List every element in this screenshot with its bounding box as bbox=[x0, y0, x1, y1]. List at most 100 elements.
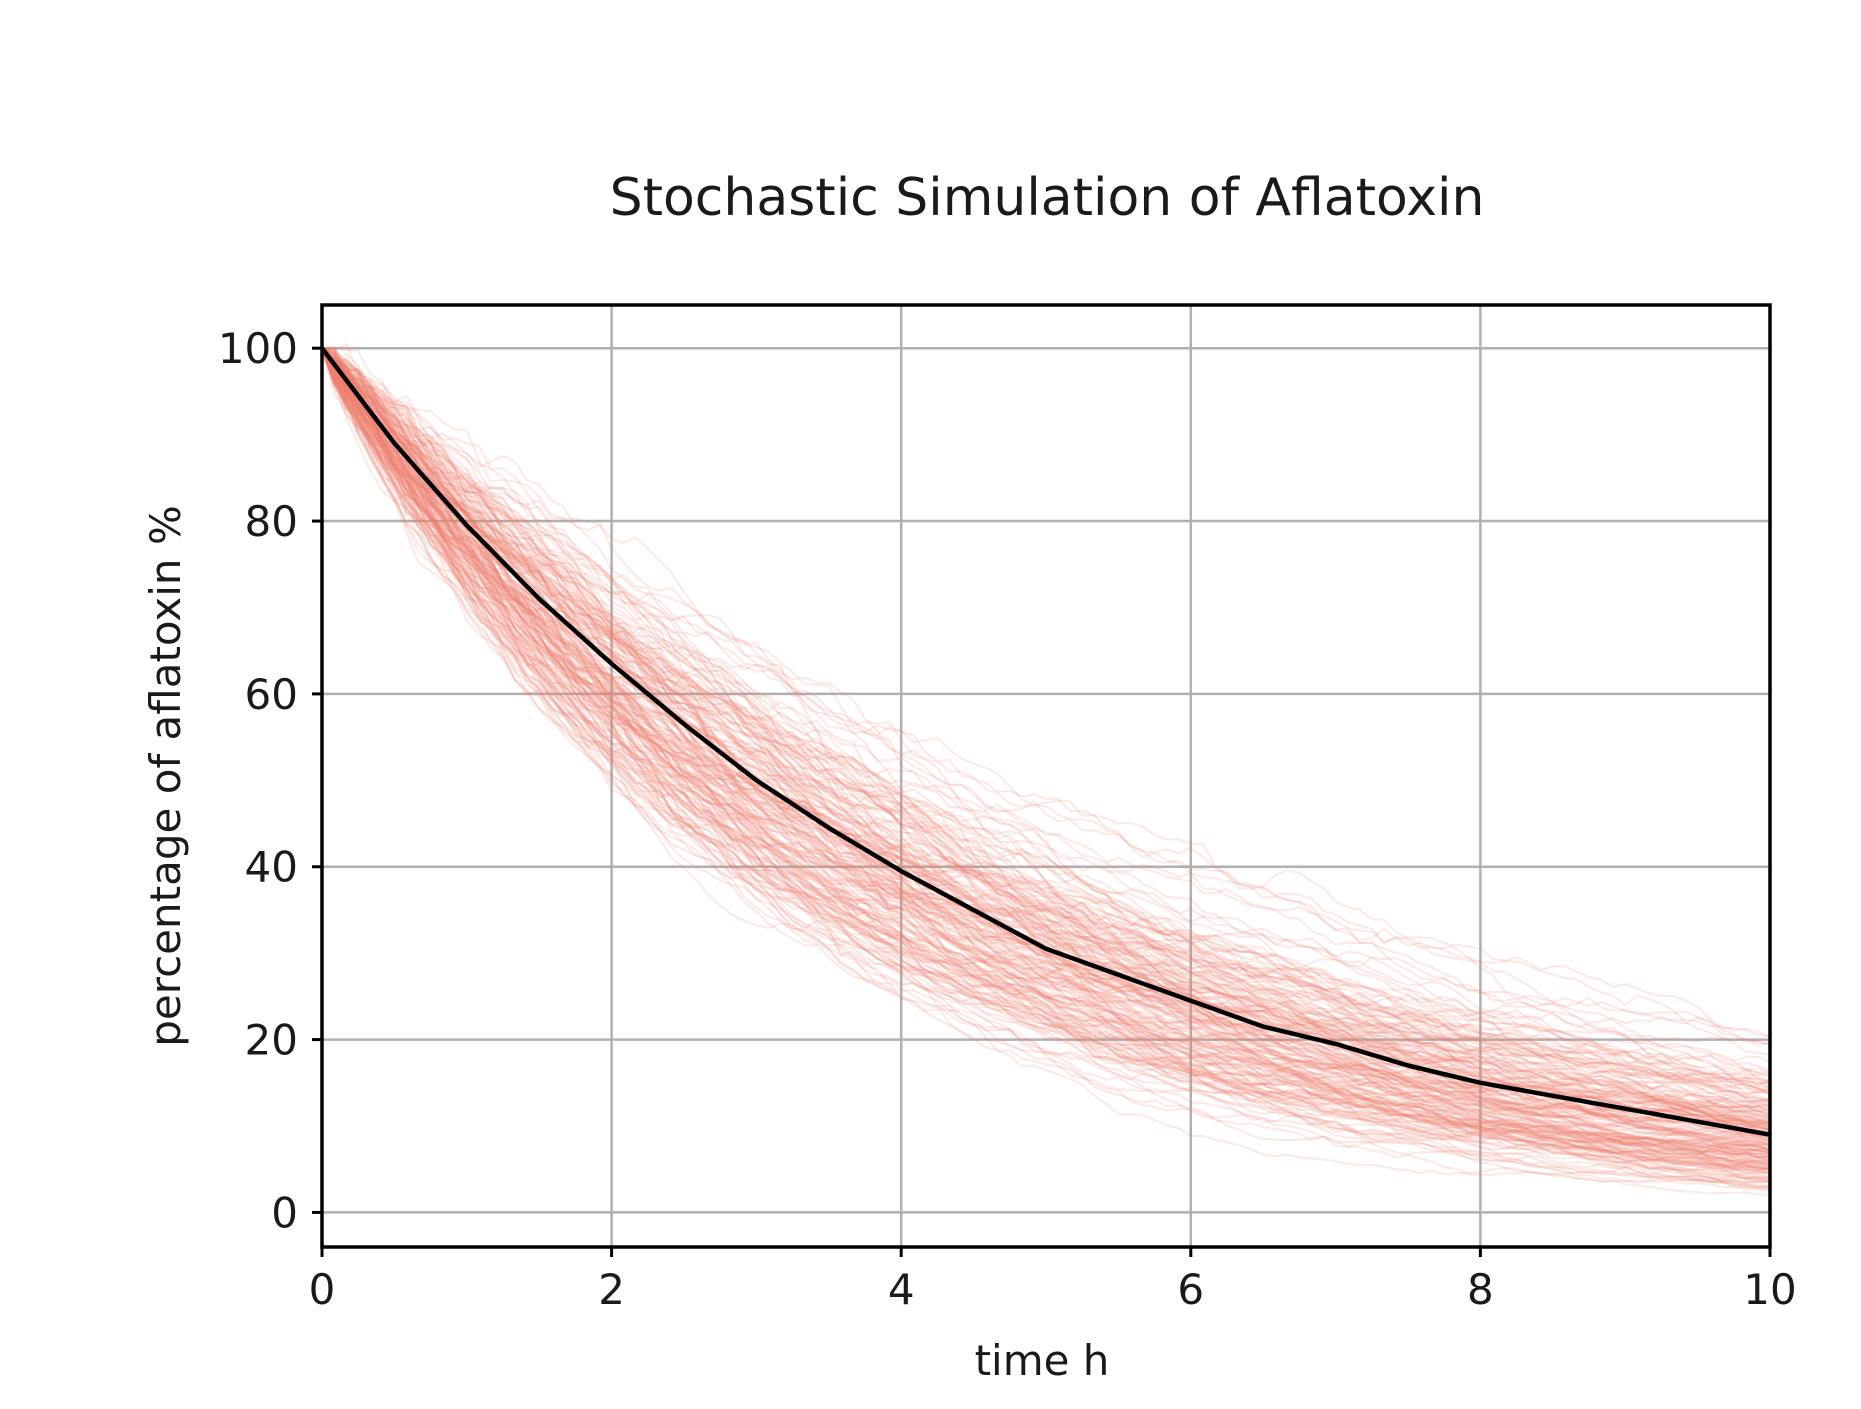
simulation-path bbox=[322, 347, 1770, 1115]
simulation-path bbox=[322, 347, 1770, 1136]
simulation-path bbox=[322, 347, 1770, 1184]
simulation-path bbox=[322, 347, 1770, 1046]
simulation-path bbox=[322, 347, 1770, 1130]
simulation-path bbox=[322, 347, 1770, 1154]
mean-series-line bbox=[322, 346, 1770, 1137]
simulation-path bbox=[322, 347, 1770, 1115]
simulation-path bbox=[322, 347, 1770, 1139]
simulation-path bbox=[322, 347, 1770, 1124]
simulation-path bbox=[322, 347, 1770, 1119]
simulation-path bbox=[322, 347, 1770, 1156]
simulation-path bbox=[322, 347, 1770, 1111]
simulation-path bbox=[322, 347, 1770, 1196]
simulation-path bbox=[322, 347, 1770, 1188]
simulation-path bbox=[322, 347, 1770, 1106]
simulation-path bbox=[322, 347, 1770, 1117]
simulation-path bbox=[322, 347, 1770, 1180]
simulation-path bbox=[322, 347, 1770, 1077]
simulation-path bbox=[322, 347, 1770, 1159]
simulation-path bbox=[322, 347, 1770, 1113]
simulation-path bbox=[322, 346, 1770, 1104]
simulation-path bbox=[322, 347, 1770, 1115]
simulation-path bbox=[322, 347, 1770, 1158]
simulation-path bbox=[322, 347, 1770, 1178]
simulation-path bbox=[322, 347, 1770, 1167]
simulation-path bbox=[322, 347, 1770, 1174]
simulation-path bbox=[322, 347, 1770, 1063]
simulation-path bbox=[322, 347, 1770, 1131]
simulation-path bbox=[322, 347, 1770, 1177]
simulation-path bbox=[322, 347, 1770, 1169]
simulation-path bbox=[322, 347, 1770, 1120]
simulation-path bbox=[322, 347, 1770, 1138]
x-tick-label: 4 bbox=[888, 1265, 915, 1314]
simulation-path bbox=[322, 347, 1770, 1039]
simulation-path bbox=[322, 347, 1770, 1083]
mean-line bbox=[322, 346, 1770, 1137]
simulation-path bbox=[322, 347, 1770, 1108]
simulation-path bbox=[322, 347, 1770, 1090]
simulation-path bbox=[322, 347, 1770, 1184]
simulation-path bbox=[322, 347, 1770, 1189]
simulation-path bbox=[322, 347, 1770, 1101]
simulation-path bbox=[322, 347, 1770, 1131]
simulation-path bbox=[322, 347, 1770, 1171]
x-tick-label: 2 bbox=[598, 1265, 625, 1314]
simulation-path bbox=[322, 347, 1770, 1153]
simulation-path bbox=[322, 347, 1770, 1136]
simulation-path bbox=[322, 347, 1770, 1089]
simulation-path bbox=[322, 347, 1770, 1072]
simulation-path bbox=[322, 347, 1770, 1158]
simulation-path bbox=[322, 347, 1770, 1189]
simulation-path bbox=[322, 347, 1770, 1084]
simulation-path bbox=[322, 347, 1770, 1164]
simulation-path bbox=[322, 347, 1770, 1132]
simulation-path bbox=[322, 347, 1770, 1152]
simulation-path bbox=[322, 347, 1770, 1180]
simulation-path bbox=[322, 347, 1770, 1109]
simulation-path bbox=[322, 347, 1770, 1142]
simulation-path bbox=[322, 347, 1770, 1174]
y-tick-label: 0 bbox=[271, 1188, 298, 1237]
simulation-paths bbox=[322, 343, 1770, 1196]
simulation-path bbox=[322, 347, 1770, 1056]
simulation-path bbox=[322, 347, 1770, 1151]
simulation-path bbox=[322, 347, 1770, 1086]
simulation-path bbox=[322, 347, 1770, 1173]
simulation-path bbox=[322, 347, 1770, 1161]
simulation-path bbox=[322, 347, 1770, 1133]
simulation-path bbox=[322, 347, 1770, 1103]
simulation-path bbox=[322, 347, 1770, 1157]
simulation-path bbox=[322, 347, 1770, 1076]
simulation-path bbox=[322, 347, 1770, 1074]
simulation-path bbox=[322, 347, 1770, 1168]
x-tick-label: 0 bbox=[309, 1265, 336, 1314]
simulation-path bbox=[322, 347, 1770, 1171]
simulation-path bbox=[322, 347, 1770, 1127]
simulation-path bbox=[322, 347, 1770, 1127]
simulation-path bbox=[322, 347, 1770, 1090]
simulation-path bbox=[322, 347, 1770, 1087]
simulation-path bbox=[322, 347, 1770, 1166]
simulation-path bbox=[322, 347, 1770, 1047]
x-axis-label: time h bbox=[975, 1336, 1110, 1385]
simulation-path bbox=[322, 347, 1770, 1170]
simulation-path bbox=[322, 347, 1770, 1170]
simulation-path bbox=[322, 347, 1770, 1094]
simulation-path bbox=[322, 347, 1770, 1192]
simulation-path bbox=[322, 347, 1770, 1109]
simulation-path bbox=[322, 347, 1770, 1141]
simulation-path bbox=[322, 347, 1770, 1129]
simulation-path bbox=[322, 347, 1770, 1148]
simulation-path bbox=[322, 347, 1770, 1095]
simulation-path bbox=[322, 347, 1770, 1146]
simulation-path bbox=[322, 347, 1770, 1137]
simulation-path bbox=[322, 347, 1770, 1131]
chart-title: Stochastic Simulation of Aflatoxin bbox=[610, 168, 1485, 228]
simulation-path bbox=[322, 347, 1770, 1129]
simulation-path bbox=[322, 347, 1770, 1132]
grid-lines bbox=[320, 305, 1772, 1247]
simulation-path bbox=[322, 347, 1770, 1104]
simulation-path bbox=[322, 347, 1770, 1151]
